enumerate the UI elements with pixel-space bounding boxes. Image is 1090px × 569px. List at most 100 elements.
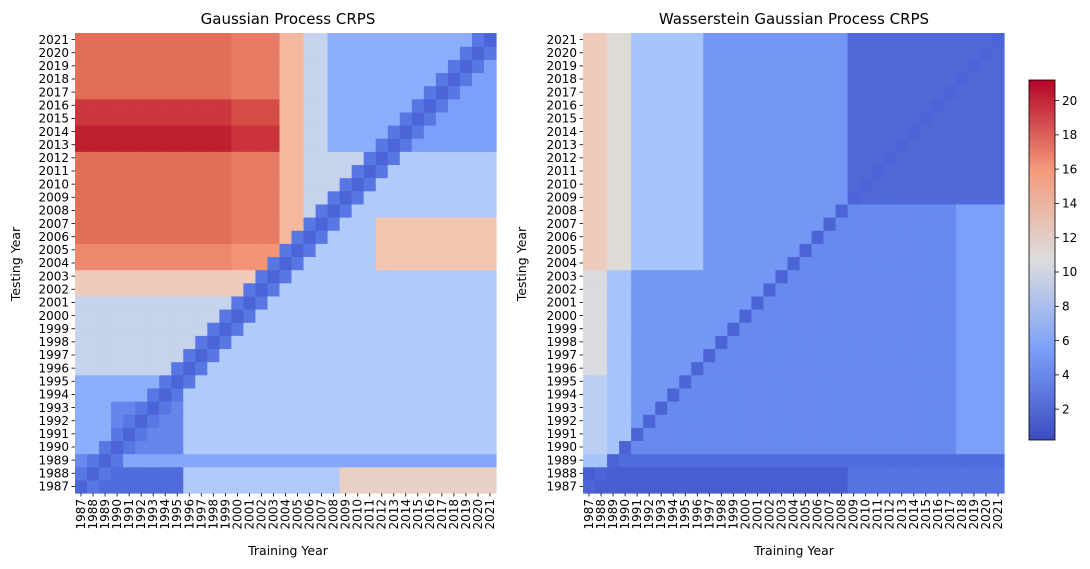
heatmap-cell — [763, 256, 777, 271]
y-tick-label: 2018 — [546, 72, 577, 86]
heatmap-cell — [111, 309, 124, 323]
heatmap-cell — [931, 256, 945, 271]
heatmap-cell — [667, 72, 680, 87]
heatmap-cell — [991, 453, 1005, 468]
heatmap-cell — [859, 125, 873, 139]
heatmap-cell — [267, 33, 281, 47]
heatmap-cell — [667, 98, 680, 113]
heatmap-cell — [423, 269, 437, 284]
heatmap-cell — [387, 138, 401, 152]
heatmap-cell — [595, 125, 608, 139]
heatmap-cell — [967, 374, 981, 389]
heatmap-cell — [87, 85, 100, 100]
heatmap-cell — [159, 269, 172, 284]
heatmap-cell — [847, 151, 861, 166]
x-tick-label: 2002 — [254, 499, 268, 530]
heatmap-cell — [811, 59, 825, 74]
heatmap-cell — [631, 374, 644, 389]
heatmap-cell — [195, 230, 208, 244]
heatmap-cell — [231, 479, 244, 494]
heatmap-cell — [871, 46, 885, 60]
heatmap-cell — [775, 374, 789, 389]
heatmap-cell — [399, 401, 413, 415]
heatmap-cell — [907, 98, 921, 113]
heatmap-cell — [315, 72, 329, 87]
heatmap-cell — [643, 217, 656, 231]
heatmap-cell — [207, 111, 220, 126]
heatmap-cell — [459, 98, 473, 113]
heatmap-cell — [111, 203, 124, 218]
heatmap-cell — [471, 111, 485, 126]
heatmap-cell — [739, 322, 752, 336]
heatmap-cell — [135, 98, 148, 113]
heatmap-cell — [231, 177, 244, 192]
heatmap-cell — [883, 177, 897, 192]
heatmap-cell — [643, 401, 656, 415]
heatmap-cell — [135, 243, 148, 258]
heatmap-cell — [399, 348, 413, 363]
heatmap-cell — [811, 151, 825, 166]
heatmap-cell — [835, 72, 849, 87]
heatmap-cell — [363, 46, 377, 60]
heatmap-cell — [447, 164, 461, 179]
heatmap-cell — [583, 282, 596, 297]
heatmap-cell — [147, 217, 160, 231]
heatmap-cell — [411, 309, 425, 323]
heatmap-cell — [147, 72, 160, 87]
heatmap-cell — [619, 269, 632, 284]
heatmap-cell — [595, 427, 608, 442]
heatmap-cell — [811, 164, 825, 179]
heatmap-cell — [147, 203, 160, 218]
heatmap-cell — [279, 256, 293, 271]
heatmap-cell — [763, 322, 777, 336]
heatmap-cell — [195, 177, 208, 192]
heatmap-cell — [883, 72, 897, 87]
heatmap-cell — [751, 33, 765, 47]
heatmap-cell — [631, 125, 644, 139]
heatmap-cell — [447, 282, 461, 297]
heatmap-cell — [751, 374, 765, 389]
heatmap-cell — [435, 256, 449, 271]
heatmap-cell — [171, 203, 184, 218]
heatmap-cell — [327, 453, 341, 468]
heatmap-cell — [631, 309, 644, 323]
heatmap-cell — [943, 256, 957, 271]
heatmap-cell — [775, 479, 789, 494]
heatmap-cell — [739, 138, 752, 152]
heatmap-cell — [655, 440, 668, 455]
heatmap-cell — [147, 33, 160, 47]
heatmap-cell — [291, 217, 305, 231]
heatmap-cell — [99, 59, 112, 74]
heatmap-cell — [811, 138, 825, 152]
heatmap-cell — [111, 164, 124, 179]
heatmap-cell — [471, 33, 485, 47]
heatmap-cell — [339, 453, 353, 468]
heatmap-cell — [303, 348, 317, 363]
heatmap-cell — [751, 203, 765, 218]
y-tick-label: 1994 — [38, 388, 69, 402]
heatmap-cell — [219, 243, 232, 258]
heatmap-cell — [147, 374, 160, 389]
heatmap-cell — [871, 33, 885, 47]
heatmap-cell — [207, 401, 220, 415]
heatmap-cell — [919, 453, 933, 468]
heatmap-cell — [183, 138, 196, 152]
heatmap-cell — [339, 138, 353, 152]
heatmap-cell — [447, 361, 461, 376]
heatmap-cell — [303, 479, 317, 494]
heatmap-cell — [967, 322, 981, 336]
heatmap-cell — [111, 217, 124, 231]
y-tick-label: 2019 — [38, 59, 69, 73]
heatmap-cell — [595, 72, 608, 87]
heatmap-cell — [291, 33, 305, 47]
heatmap-cell — [763, 282, 777, 297]
heatmap-cell — [799, 309, 813, 323]
heatmap-cell — [967, 440, 981, 455]
heatmap-cell — [279, 453, 293, 468]
heatmap-cell — [943, 269, 957, 284]
heatmap-cell — [751, 309, 765, 323]
heatmap-cell — [75, 164, 88, 179]
heatmap-cell — [87, 309, 100, 323]
heatmap-cell — [847, 164, 861, 179]
